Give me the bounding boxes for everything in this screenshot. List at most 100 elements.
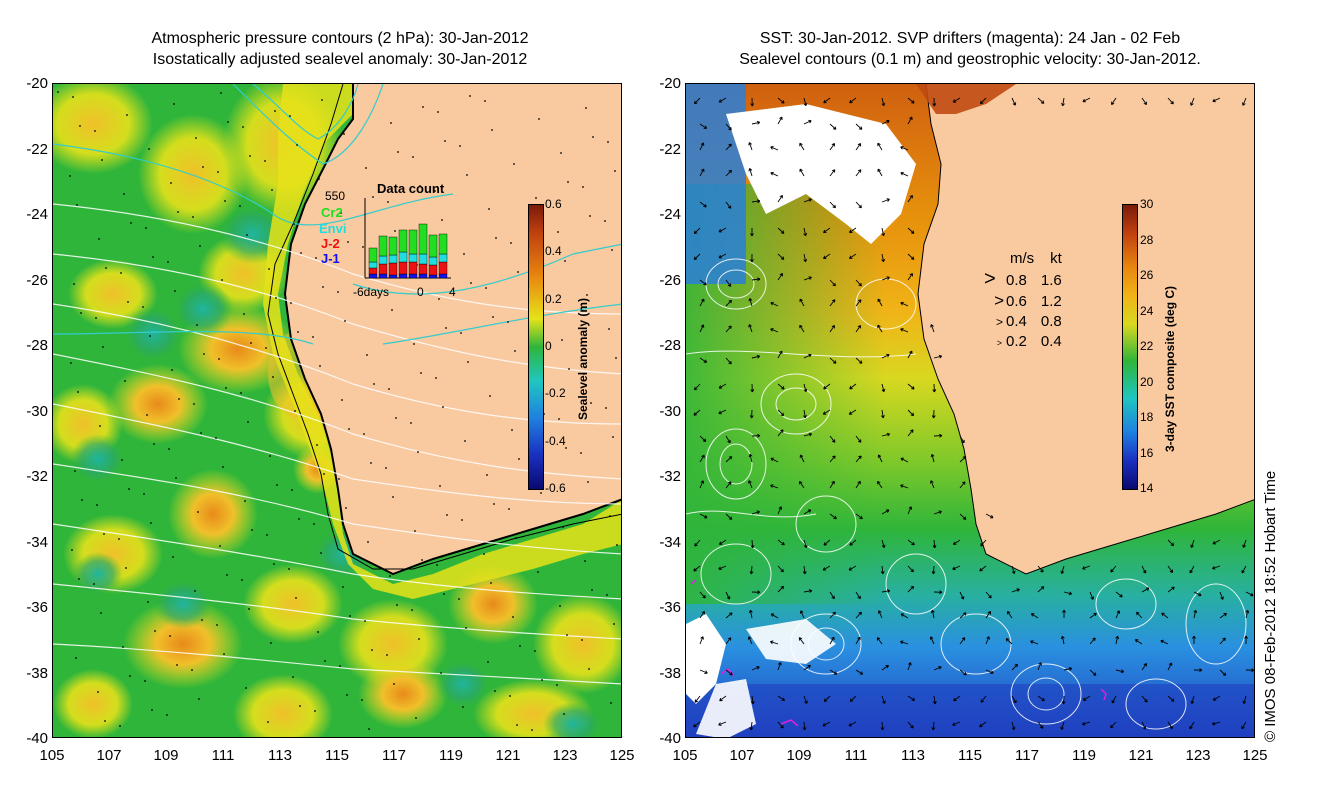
track-dot xyxy=(195,137,197,139)
track-dot xyxy=(293,223,295,225)
left-y-axis-tick: -24 xyxy=(26,206,48,223)
left-y-axis-tick: -20 xyxy=(26,75,48,92)
velocity-arrow xyxy=(802,721,807,731)
track-dot xyxy=(607,141,609,143)
track-dot xyxy=(295,597,297,599)
velocity-arrow xyxy=(855,611,862,619)
track-dot xyxy=(535,197,537,199)
velocity-arrow xyxy=(1167,586,1175,593)
sealevel-colorbar-tick: -0.4 xyxy=(545,433,566,448)
velocity-legend-header-ms: m/s xyxy=(1010,250,1035,267)
track-dot xyxy=(422,106,424,108)
track-dot xyxy=(519,645,521,647)
inset-bar-segment xyxy=(398,273,408,279)
velocity-arrow xyxy=(803,253,808,263)
velocity-arrow xyxy=(751,354,761,359)
left-title-line2: Isostatically adjusted sealevel anomaly:… xyxy=(152,51,528,68)
track-dot xyxy=(144,680,146,682)
track-dot xyxy=(365,167,367,169)
velocity-arrow xyxy=(777,116,783,125)
velocity-arrow xyxy=(823,227,831,234)
velocity-arrow xyxy=(751,433,761,438)
right-y-axis-tick: -38 xyxy=(659,664,681,682)
inset-legend-j1: J-1 xyxy=(321,251,340,266)
velocity-arrow xyxy=(1005,638,1013,645)
track-dot xyxy=(415,717,417,719)
track-dot xyxy=(560,152,562,154)
velocity-arrow xyxy=(693,253,701,260)
velocity-legend-ms-08: 0.8 xyxy=(1006,272,1027,289)
velocity-arrow xyxy=(985,513,994,519)
velocity-arrow xyxy=(725,637,732,645)
velocity-arrow xyxy=(1060,635,1065,645)
right-y-axis-tick: -36 xyxy=(659,599,681,616)
velocity-arrow xyxy=(799,298,805,307)
track-dot xyxy=(364,620,366,622)
track-dot xyxy=(168,448,170,450)
track-dot xyxy=(97,691,99,693)
track-dot xyxy=(193,403,195,405)
left-y-axis-tick: -34 xyxy=(26,533,48,551)
velocity-arrow xyxy=(1161,612,1169,619)
velocity-arrow xyxy=(959,456,967,463)
velocity-arrow xyxy=(699,435,707,442)
velocity-arrow xyxy=(803,695,808,704)
velocity-arrow xyxy=(907,116,913,125)
right-y-axis-tick: -20 xyxy=(659,75,681,92)
sealevel-colorbar-tick: -0.2 xyxy=(545,386,566,401)
inset-bar-segment xyxy=(428,264,438,276)
velocity-arrow xyxy=(855,123,863,130)
velocity-arrow xyxy=(849,383,857,390)
velocity-arrow xyxy=(693,227,701,234)
track-dot xyxy=(96,504,98,506)
left-y-axis-tick: -32 xyxy=(26,468,48,485)
track-dot xyxy=(419,185,421,187)
track-dot xyxy=(491,129,493,131)
track-dot xyxy=(76,204,78,206)
track-dot xyxy=(166,714,168,716)
velocity-arrow xyxy=(930,480,935,489)
track-dot xyxy=(458,598,460,600)
velocity-arrow xyxy=(777,350,783,359)
inset-bar-segment xyxy=(438,273,448,279)
track-dot xyxy=(244,500,246,502)
track-dot xyxy=(126,114,128,116)
sst-map: m/s kt >0.8 1.6 >0.6 1.2 >0.4 0.8 >0.2 0.4 xyxy=(685,83,1255,738)
track-dot xyxy=(493,503,495,505)
track-dot xyxy=(196,324,198,326)
velocity-arrow xyxy=(907,253,915,260)
track-dot xyxy=(203,353,205,355)
right-x-axis-tick: 121 xyxy=(1128,747,1154,764)
velocity-arrow xyxy=(877,610,883,619)
velocity-arrow xyxy=(1089,637,1096,645)
velocity-arrow xyxy=(803,409,807,419)
velocity-arrow xyxy=(907,273,913,281)
sst-colorbar-tick: 20 xyxy=(1140,374,1154,389)
velocity-arrow xyxy=(1115,669,1125,674)
velocity-arrow xyxy=(777,97,785,104)
velocity-arrow xyxy=(1167,97,1174,105)
sealevel-contours xyxy=(686,258,1247,730)
track-dot xyxy=(318,178,320,180)
velocity-arrow xyxy=(699,636,704,645)
velocity-arrow xyxy=(1082,565,1091,570)
track-dot xyxy=(470,282,472,284)
velocity-arrow xyxy=(1063,667,1073,671)
velocity-arrow xyxy=(823,695,831,702)
track-dot xyxy=(197,511,199,513)
velocity-arrow xyxy=(1160,639,1169,645)
track-dot xyxy=(103,533,105,535)
velocity-arrow-08-icon: > xyxy=(984,268,996,290)
data-count-inset: Data count 550 Cr2 Envi J-2 J-1 -6days 0… xyxy=(319,181,456,299)
track-dot xyxy=(120,272,122,274)
velocity-arrow xyxy=(881,589,891,593)
inset-bar-segment xyxy=(368,261,378,269)
inset-bar-segment xyxy=(398,229,408,253)
velocity-arrow xyxy=(699,168,705,177)
track-dot xyxy=(104,720,106,722)
right-y-axis-tick: -22 xyxy=(659,140,681,158)
track-dot xyxy=(485,287,487,289)
velocity-arrow xyxy=(1082,97,1091,103)
velocity-arrow xyxy=(1219,669,1227,676)
velocity-arrow xyxy=(881,276,890,281)
